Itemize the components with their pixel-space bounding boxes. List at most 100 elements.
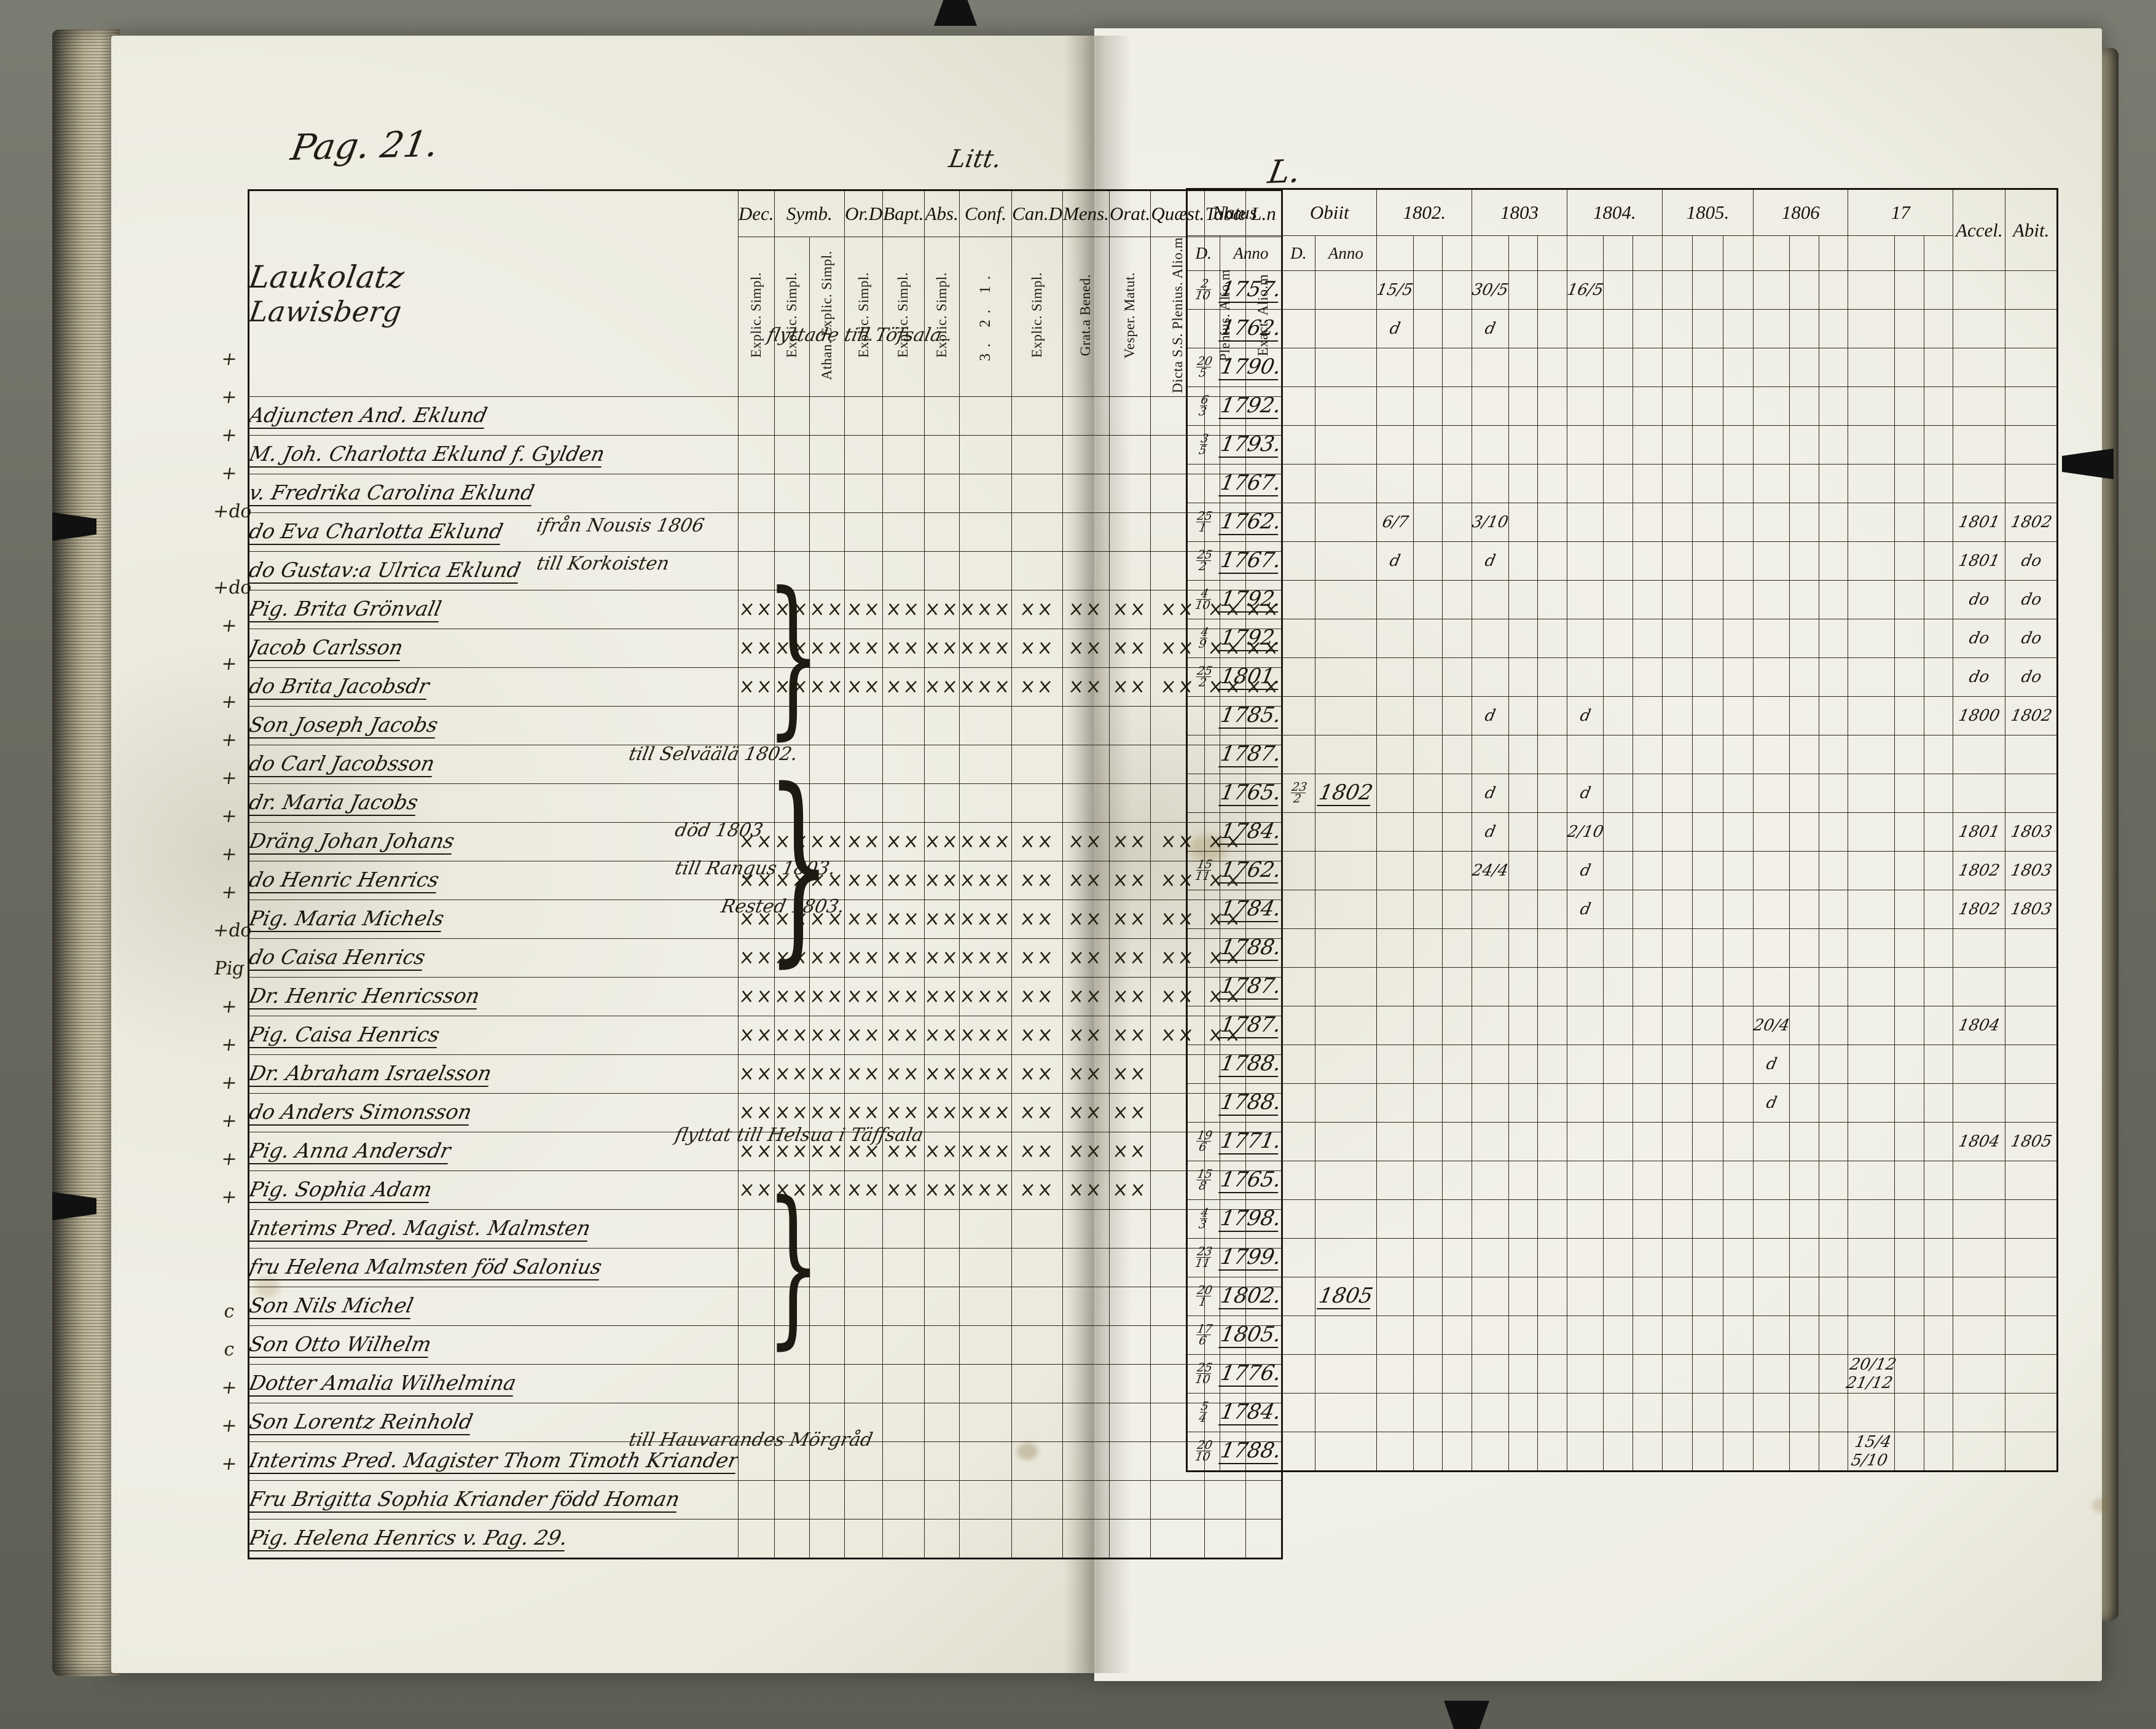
year-visit-cell: 30/5 bbox=[1470, 270, 1510, 310]
accel-cell bbox=[1953, 1315, 2006, 1355]
obiit-day-cell bbox=[1282, 657, 1315, 697]
year-visit-cell bbox=[1603, 1045, 1633, 1084]
attendance-mark-cell: ×× bbox=[773, 1092, 810, 1132]
attendance-mark-cell: ×× bbox=[1062, 860, 1110, 900]
year-visit-cell bbox=[1661, 1045, 1693, 1084]
person-name-cell: do Anders Simonsson bbox=[248, 1092, 739, 1132]
year-visit-cell bbox=[1848, 1393, 1895, 1432]
cross-icon: ×× bbox=[1111, 868, 1149, 893]
year-visit-cell bbox=[1894, 735, 1924, 774]
attendance-mark-cell bbox=[844, 783, 884, 823]
year-visit-cell bbox=[1894, 1161, 1924, 1200]
obiit-year-cell bbox=[1314, 1199, 1378, 1239]
table-row: 20 1 1802. 1805 bbox=[1186, 1277, 2058, 1316]
year-visit-cell bbox=[1376, 1006, 1414, 1045]
cross-icon: ×× bbox=[885, 674, 922, 700]
cross-icon: ×× bbox=[808, 635, 846, 661]
person-name-cell: Son Otto Wilhelm bbox=[248, 1325, 739, 1365]
natus-year-cell: 1767. bbox=[1218, 464, 1284, 503]
attendance-mark-cell bbox=[774, 1247, 810, 1287]
natus-day-cell bbox=[1186, 774, 1220, 813]
year-visit-cell bbox=[1923, 580, 1954, 619]
obiit-day-cell bbox=[1282, 1045, 1315, 1084]
obiit-year-cell bbox=[1314, 1432, 1378, 1472]
year-visit-cell bbox=[1818, 657, 1849, 697]
subcol bbox=[1789, 235, 1819, 271]
year-visit-cell bbox=[1894, 464, 1924, 503]
year-visit-cell bbox=[1818, 1161, 1849, 1200]
abit-cell bbox=[2005, 774, 2058, 813]
year-visit-cell bbox=[1753, 657, 1790, 697]
year-visit-cell bbox=[1472, 1277, 1509, 1316]
year-visit-cell bbox=[1537, 1393, 1567, 1432]
year-visit-cell bbox=[1692, 928, 1723, 968]
attendance-mark-cell: ×× bbox=[844, 899, 884, 939]
attendance-mark-cell bbox=[774, 744, 810, 784]
year-visit-cell bbox=[1632, 1045, 1663, 1084]
year-visit-cell bbox=[1894, 386, 1924, 426]
attendance-mark-cell bbox=[1062, 1286, 1110, 1326]
obiit-year-cell bbox=[1314, 1315, 1378, 1355]
year-visit-cell: 6/7 bbox=[1376, 503, 1414, 542]
natus-year: 1788. bbox=[1218, 1438, 1284, 1464]
year-visit-cell bbox=[1603, 1122, 1633, 1161]
year-visit-cell bbox=[1661, 735, 1693, 774]
year-visit-note: d bbox=[1483, 784, 1497, 802]
attendance-mark-cell: ×× bbox=[882, 1092, 925, 1132]
year-visit-cell bbox=[1661, 1122, 1693, 1161]
row-margin-mark: + bbox=[220, 1415, 239, 1437]
row-margin-mark bbox=[211, 531, 248, 569]
attendance-mark-cell bbox=[958, 551, 1013, 590]
cross-icon: ×× bbox=[737, 1061, 775, 1087]
year-visit-cell: d bbox=[1566, 696, 1604, 735]
attendance-mark-cell bbox=[737, 1480, 775, 1519]
abit-cell bbox=[2005, 1432, 2058, 1472]
col-header-conf: Conf. bbox=[958, 190, 1013, 237]
year-visit-cell bbox=[1413, 735, 1443, 774]
attendance-mark-cell: ×× bbox=[844, 1092, 884, 1132]
year-visit-cell bbox=[1692, 1354, 1723, 1394]
subcol bbox=[1537, 235, 1567, 271]
year-visit-cell bbox=[1692, 386, 1723, 426]
attendance-mark-cell: ×× bbox=[923, 938, 960, 978]
year-visit-cell bbox=[1442, 774, 1473, 813]
abit-cell bbox=[2005, 1354, 2058, 1394]
attendance-mark-cell: ×× bbox=[1108, 1054, 1151, 1094]
natus-year-cell: 1767. bbox=[1218, 541, 1284, 581]
year-visit-cell bbox=[1632, 1161, 1663, 1200]
year-visit-cell bbox=[1923, 1083, 1954, 1123]
year-visit-cell bbox=[1722, 309, 1754, 348]
accel-value: do bbox=[1967, 629, 1991, 648]
obiit-year-cell bbox=[1314, 309, 1378, 348]
row-margin-mark: + bbox=[220, 1453, 239, 1475]
cross-icon: ×× bbox=[923, 945, 960, 971]
year-visit-cell bbox=[1818, 619, 1849, 658]
year-visit-cell bbox=[1923, 851, 1954, 890]
col-header-obiit: Obiit bbox=[1282, 189, 1378, 236]
cross-icon: ×× bbox=[808, 906, 846, 932]
year-visit-cell bbox=[1661, 928, 1693, 968]
attendance-mark-cell bbox=[958, 744, 1013, 784]
year-visit-cell bbox=[1753, 348, 1790, 387]
attendance-mark-cell: ×× bbox=[737, 938, 775, 978]
year-visit-cell bbox=[1376, 696, 1414, 735]
cross-icon: ×× bbox=[923, 1061, 960, 1087]
attendance-mark-cell: ×× bbox=[809, 1170, 845, 1210]
year-visit-cell bbox=[1632, 1199, 1663, 1239]
year-visit-cell bbox=[1848, 812, 1895, 852]
year-visit-cell bbox=[1376, 1083, 1414, 1123]
table-row: 17 6 1805. bbox=[1186, 1315, 2058, 1355]
subcol bbox=[1818, 235, 1849, 271]
attendance-mark-cell: ×× bbox=[737, 821, 775, 861]
date-fraction: 15 8 bbox=[1196, 1167, 1213, 1193]
person-name: Pig. Sophia Adam bbox=[249, 1177, 434, 1203]
year-visit-cell bbox=[1753, 1432, 1790, 1472]
person-name: Son Nils Michel bbox=[249, 1293, 416, 1319]
abit-cell: 1803 bbox=[2005, 812, 2058, 852]
year-visit-cell bbox=[1692, 619, 1723, 658]
person-name: Pig. Caisa Henrics bbox=[249, 1022, 442, 1048]
year-visit-cell: 3/10 bbox=[1470, 503, 1510, 542]
abit-value: 1803 bbox=[2009, 861, 2053, 880]
person-name-cell: do Gustav:a Ulrica Eklund bbox=[248, 551, 739, 590]
